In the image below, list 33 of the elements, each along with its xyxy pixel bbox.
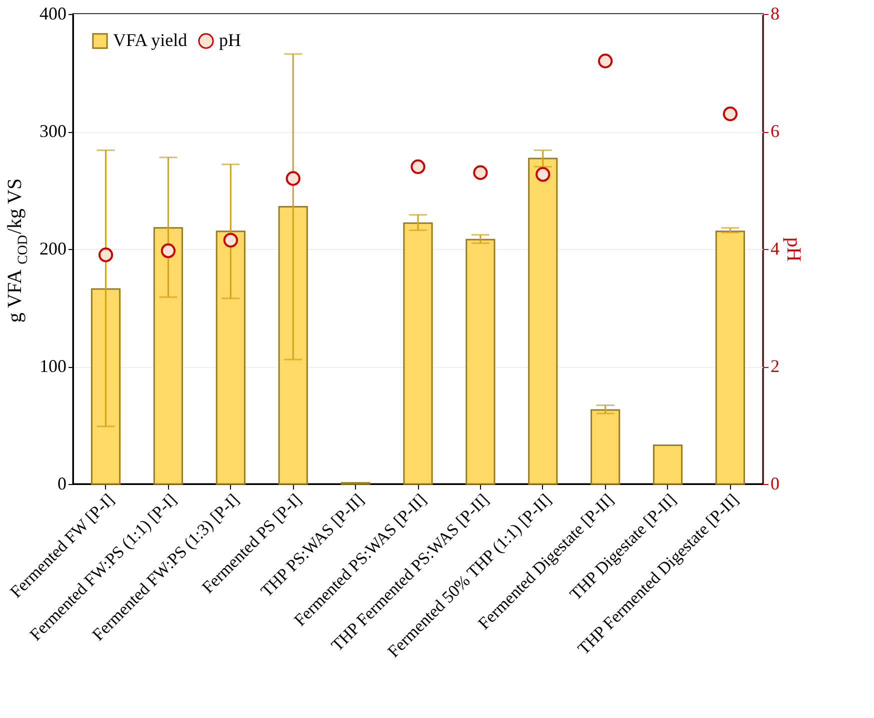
y2-tick-label: 8 [770, 4, 780, 24]
bar [403, 222, 433, 485]
bar [715, 230, 746, 485]
y-tick-label: 400 [40, 4, 66, 24]
y-tick-label: 300 [40, 121, 66, 141]
bar [652, 444, 683, 485]
bar [528, 158, 558, 485]
point [223, 232, 238, 248]
legend-label: VFA yield [113, 30, 188, 50]
y2-tick-label: 6 [770, 121, 780, 141]
bar [278, 206, 308, 485]
y-tick-label: 0 [58, 474, 66, 494]
point [722, 106, 738, 122]
point [473, 165, 488, 180]
y2-tick-label: 4 [770, 238, 780, 258]
point [98, 248, 114, 262]
bar [466, 238, 496, 485]
point [160, 243, 176, 258]
bar [90, 288, 121, 485]
bar [153, 227, 184, 485]
y-axis-title: g VFACOD/kg VS [4, 178, 31, 323]
y-tick-label: 200 [40, 238, 66, 258]
y2-tick-label: 0 [770, 474, 780, 494]
point [286, 171, 300, 186]
y2-axis-title: pH [782, 237, 804, 262]
point [598, 54, 613, 68]
point [410, 159, 426, 174]
y-tick-label: 100 [40, 356, 66, 376]
y2-tick-label: 2 [770, 356, 780, 376]
bar [216, 230, 246, 485]
bar [590, 409, 620, 485]
legend-label: pH [219, 30, 241, 50]
point [536, 167, 550, 182]
